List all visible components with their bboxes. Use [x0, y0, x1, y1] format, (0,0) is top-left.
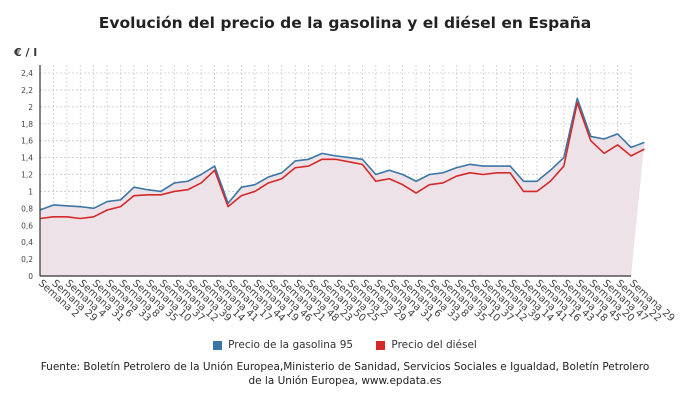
y-tick-label: 0,8	[21, 204, 33, 213]
legend-swatch-diesel	[376, 340, 386, 350]
y-tick-label: 0,6	[21, 221, 33, 230]
legend-swatch-gasolina	[213, 340, 223, 350]
y-tick-label: 1	[28, 187, 33, 196]
y-tick-label: 0	[28, 272, 33, 281]
y-tick-label: 0,4	[21, 238, 33, 247]
legend-label: Precio de la gasolina 95	[228, 339, 354, 351]
legend: Precio de la gasolina 95 Precio del diés…	[0, 339, 690, 353]
area-fill	[40, 98, 645, 276]
line-chart: 00,20,40,60,811,21,41,61,822,22,4Semana …	[21, 65, 677, 324]
y-tick-label: 2,2	[21, 86, 33, 95]
y-tick-label: 2,4	[21, 69, 33, 78]
series-line-diesel	[39, 101, 645, 220]
y-tick-label: 1,4	[21, 154, 33, 163]
source-note: Fuente: Boletín Petrolero de la Unión Eu…	[40, 361, 650, 387]
y-tick-label: 2	[28, 103, 33, 112]
y-tick-label: 1,2	[21, 171, 33, 180]
y-tick-label: 0,2	[21, 255, 33, 264]
legend-label: Precio del diésel	[391, 339, 477, 351]
legend-item-gasolina[interactable]: Precio de la gasolina 95	[213, 339, 353, 351]
y-axis-label: € / l	[14, 46, 38, 59]
series-line-gasolina	[39, 97, 645, 211]
y-tick-label: 1,8	[21, 120, 33, 129]
legend-item-diesel[interactable]: Precio del diésel	[376, 339, 477, 351]
y-tick-label: 1,6	[21, 137, 33, 146]
chart-title: Evolución del precio de la gasolina y el…	[98, 14, 592, 32]
